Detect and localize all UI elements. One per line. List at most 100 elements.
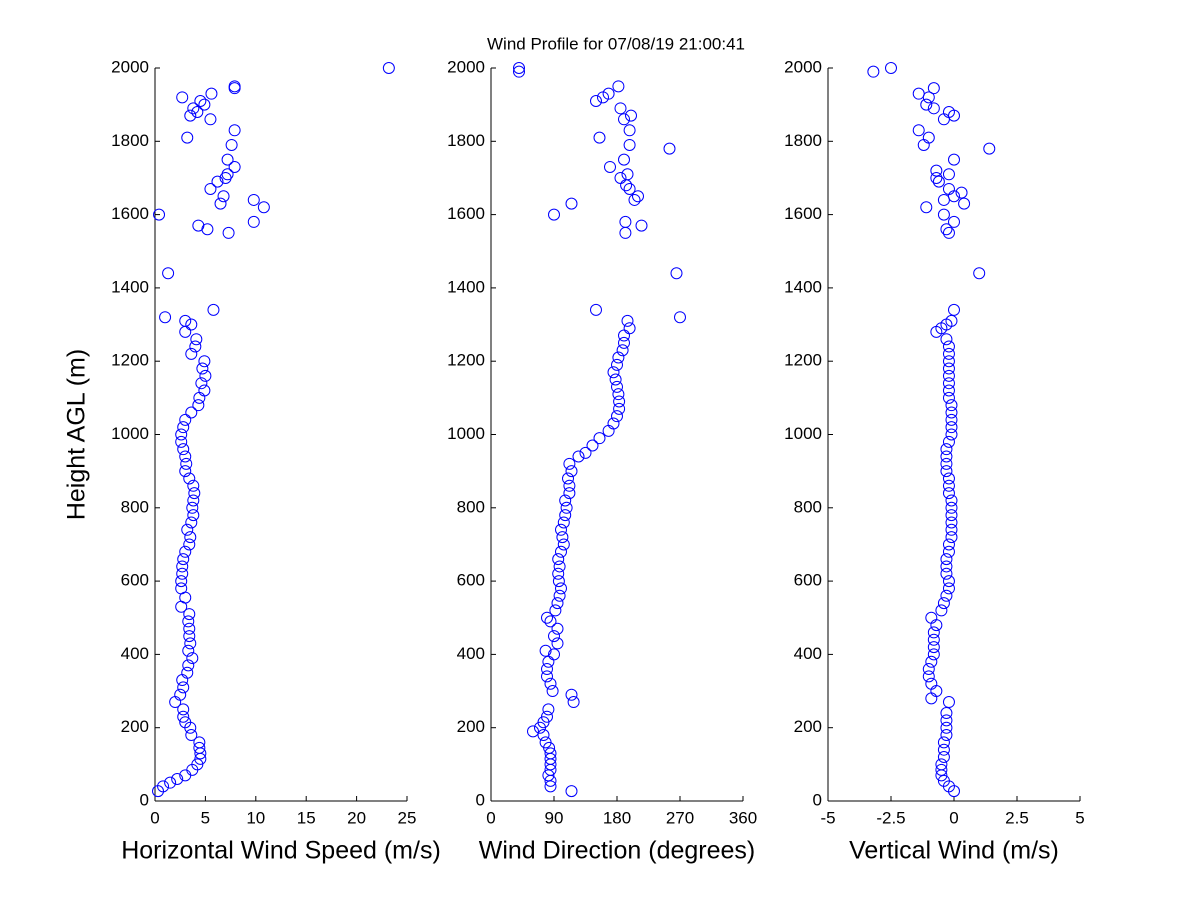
point xyxy=(544,747,557,760)
point xyxy=(940,567,953,580)
point xyxy=(565,688,578,701)
point xyxy=(612,80,625,93)
point xyxy=(181,131,194,144)
point xyxy=(940,457,953,470)
point xyxy=(228,160,241,173)
point xyxy=(618,336,630,349)
point xyxy=(565,785,578,798)
point xyxy=(565,197,578,210)
chart-title: Wind Profile for 07/08/19 21:00:41 xyxy=(487,34,745,53)
point xyxy=(635,219,648,232)
point xyxy=(945,509,958,522)
point xyxy=(549,604,562,617)
point xyxy=(185,318,198,331)
point xyxy=(179,545,192,558)
point xyxy=(204,113,217,126)
y-tick-label: 200 xyxy=(121,717,149,736)
point xyxy=(183,622,196,635)
point xyxy=(945,516,958,529)
y-tick-label: 1600 xyxy=(784,204,822,223)
point xyxy=(187,494,200,507)
point xyxy=(551,637,564,650)
point xyxy=(189,340,202,353)
point xyxy=(191,105,204,118)
point xyxy=(942,384,955,397)
point xyxy=(162,267,175,280)
point xyxy=(539,644,552,657)
point xyxy=(927,648,940,661)
point xyxy=(942,340,955,353)
x-tick-label: 5 xyxy=(1075,808,1084,827)
point xyxy=(937,774,950,787)
y-tick-label: 0 xyxy=(140,790,149,809)
point xyxy=(542,703,555,716)
point xyxy=(942,347,955,360)
point xyxy=(179,465,192,478)
point xyxy=(211,175,224,188)
point xyxy=(945,421,958,434)
point xyxy=(619,215,632,228)
point xyxy=(632,190,644,203)
y-tick-label: 400 xyxy=(121,644,149,663)
point xyxy=(611,410,623,423)
point xyxy=(612,351,625,364)
point xyxy=(257,201,270,214)
point xyxy=(552,553,565,566)
point xyxy=(942,355,955,368)
point xyxy=(185,406,198,419)
point xyxy=(180,457,193,470)
point xyxy=(958,197,971,210)
point xyxy=(945,531,958,544)
point xyxy=(935,763,948,776)
y-tick-label: 600 xyxy=(121,571,149,590)
point xyxy=(942,538,955,551)
point xyxy=(177,443,190,456)
y-tick-label: 2000 xyxy=(111,57,149,76)
point xyxy=(942,575,955,588)
point xyxy=(537,729,550,742)
y-tick-label: 200 xyxy=(457,717,485,736)
point xyxy=(183,630,196,643)
point xyxy=(927,82,940,95)
y-tick-label: 400 xyxy=(457,644,485,663)
point xyxy=(176,567,189,580)
point xyxy=(940,589,953,602)
point xyxy=(937,751,950,764)
y-tick-label: 1200 xyxy=(784,351,822,370)
point xyxy=(912,124,925,137)
point xyxy=(930,171,943,184)
point xyxy=(541,611,553,624)
point xyxy=(607,417,620,430)
y-tick-label: 1800 xyxy=(447,131,485,150)
x-tick-label: 5 xyxy=(201,808,210,827)
point xyxy=(184,637,197,650)
point xyxy=(927,102,940,115)
y-tick-label: 800 xyxy=(794,497,822,516)
point xyxy=(196,362,209,375)
point xyxy=(942,226,955,239)
point xyxy=(611,380,623,393)
point xyxy=(927,633,940,646)
point xyxy=(942,479,955,492)
point xyxy=(940,729,953,742)
point xyxy=(621,314,634,327)
point xyxy=(541,670,553,683)
x-tick-label: 0 xyxy=(486,808,495,827)
y-tick-label: 1800 xyxy=(784,131,822,150)
y-tick-label: 1400 xyxy=(111,277,149,296)
point xyxy=(927,641,940,654)
point xyxy=(175,582,188,595)
y-tick-label: 400 xyxy=(794,644,822,663)
point xyxy=(179,314,192,327)
point xyxy=(190,333,203,346)
point xyxy=(177,421,190,434)
point xyxy=(945,314,958,327)
point xyxy=(623,138,636,151)
y-tick-label: 600 xyxy=(457,571,485,590)
point xyxy=(602,87,615,100)
x-tick-label: 25 xyxy=(398,808,417,827)
point xyxy=(193,736,206,749)
point xyxy=(948,303,960,316)
point xyxy=(945,428,958,441)
